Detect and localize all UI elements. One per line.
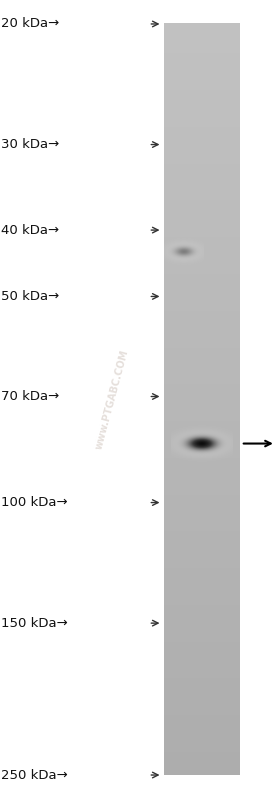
Text: www.PTGABC.COM: www.PTGABC.COM [94,348,130,451]
Text: 250 kDa→: 250 kDa→ [1,769,68,781]
Text: 150 kDa→: 150 kDa→ [1,617,68,630]
Text: 70 kDa→: 70 kDa→ [1,390,60,403]
Text: 50 kDa→: 50 kDa→ [1,290,60,303]
Text: 30 kDa→: 30 kDa→ [1,138,60,151]
Text: 20 kDa→: 20 kDa→ [1,18,60,30]
Text: 40 kDa→: 40 kDa→ [1,224,60,237]
Text: 100 kDa→: 100 kDa→ [1,496,68,509]
